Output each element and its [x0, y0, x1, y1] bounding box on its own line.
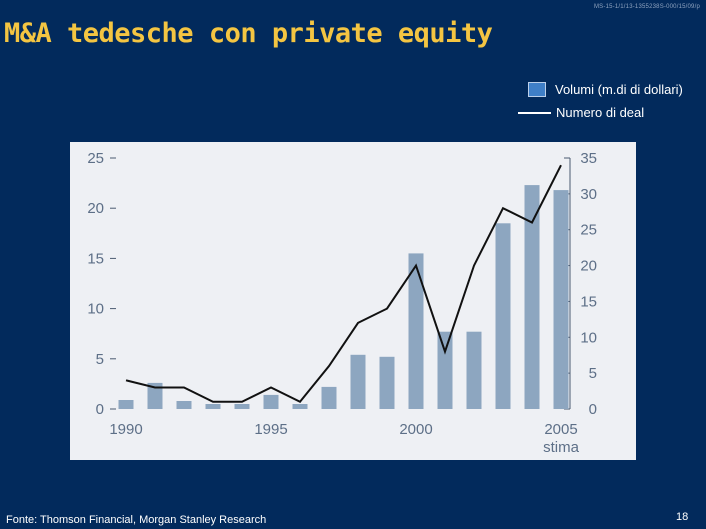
x-tick-label-1995: 1995: [254, 421, 287, 438]
left-tick-label-5: 5: [96, 351, 104, 368]
right-tick-label-30: 30: [580, 186, 597, 203]
document-ref: MS-15-1/1/13-1355238S-000/15/09/p: [593, 4, 700, 10]
x-tick-label-2005: 2005: [544, 421, 577, 438]
bar-1991: [147, 382, 163, 409]
right-tick-label-10: 10: [580, 329, 597, 346]
x-tick-label-1990: 1990: [109, 421, 142, 438]
bar-2003: [495, 223, 511, 409]
bar-1990: [118, 400, 134, 409]
page-number: 18: [676, 511, 689, 523]
left-tick-label-25: 25: [87, 150, 104, 167]
bar-1996: [292, 404, 308, 409]
bar-2001: [437, 331, 453, 409]
right-tick-label-5: 5: [589, 365, 597, 382]
combo-chart: 0 5 10 15 20 25 0 5 10 15 20 25 30 35 1990 1995 2000 20…: [87, 150, 597, 456]
bar-series: [118, 185, 569, 409]
bar-2002: [466, 331, 482, 409]
left-axis: 0 5 10 15 20 25: [87, 150, 116, 418]
x-tick-sublabel: stima: [543, 439, 579, 456]
right-axis: 0 5 10 15 20 25 30 35: [564, 150, 597, 418]
right-tick-label-25: 25: [580, 222, 597, 239]
left-tick-label-20: 20: [87, 200, 104, 217]
left-tick-label-10: 10: [87, 301, 104, 318]
legend-deals-line: [518, 111, 551, 114]
bar-1997: [321, 386, 337, 409]
bar-1994: [234, 404, 250, 409]
legend-deals-label: Numero di deal: [556, 105, 645, 120]
bar-1993: [205, 404, 221, 409]
right-tick-label-20: 20: [580, 258, 597, 275]
left-tick-label-0: 0: [96, 401, 104, 418]
right-tick-label-0: 0: [589, 401, 597, 418]
bar-1998: [350, 354, 366, 409]
bar-1995: [263, 394, 279, 409]
bar-1992: [176, 401, 192, 409]
chart-panel: 0 5 10 15 20 25 0 5 10 15 20 25 30 35 1990 1995 2000 20…: [70, 142, 636, 460]
legend-deals: Numero di deal: [518, 105, 644, 120]
source-note: Fonte: Thomson Financial, Morgan Stanley…: [6, 514, 267, 526]
right-tick-label-15: 15: [580, 293, 597, 310]
bar-2005: [553, 190, 569, 409]
bar-2000: [408, 253, 424, 409]
legend-volume-swatch: [528, 82, 546, 97]
right-tick-label-35: 35: [580, 150, 597, 167]
bar-1999: [379, 356, 395, 409]
left-tick-label-15: 15: [87, 250, 104, 267]
slide-title: M&A tedesche con private equity: [4, 18, 493, 49]
bar-2004: [524, 185, 540, 409]
legend-volume: Volumi (m.di di dollari): [518, 82, 683, 97]
x-tick-label-2000: 2000: [399, 421, 432, 438]
deal-count-line: [125, 164, 562, 404]
legend-volume-label: Volumi (m.di di dollari): [555, 82, 683, 97]
